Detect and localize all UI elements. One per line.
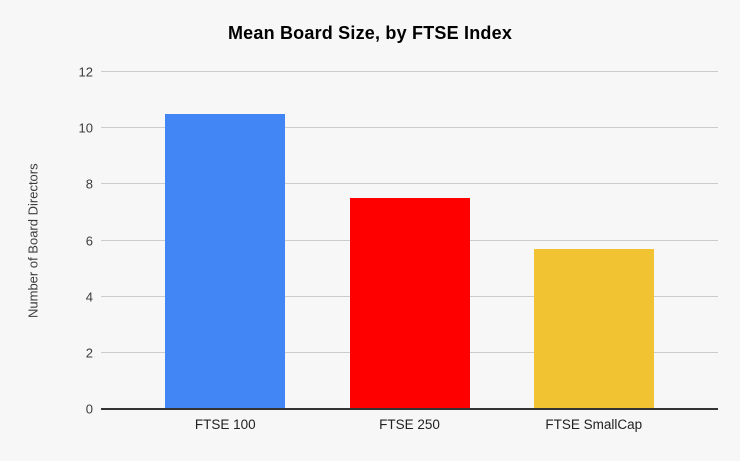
x-axis-labels: FTSE 100 FTSE 250 FTSE SmallCap: [101, 417, 718, 432]
bar-ftse-100: [165, 114, 286, 409]
chart-title: Mean Board Size, by FTSE Index: [227, 23, 513, 43]
y-tick-label-10: 10: [78, 120, 93, 136]
y-axis-title: Number of Board Directors: [25, 163, 41, 318]
plot-area: 0 2 4 6 8 10 12: [79, 65, 718, 417]
gridline-y-8: [101, 183, 718, 185]
x-axis-line: [101, 408, 718, 410]
bars-layer: [101, 72, 718, 409]
gridline-y-10: [101, 127, 718, 129]
y-tick-label-4: 4: [85, 289, 93, 305]
y-tick-label-2: 2: [85, 345, 93, 361]
x-category-label-ftse-smallcap: FTSE SmallCap: [545, 417, 643, 432]
y-tick-label-12: 12: [78, 64, 93, 80]
bar-ftse-smallcap: [533, 248, 654, 409]
bar-ftse-250: [349, 198, 470, 409]
y-tick-label-6: 6: [85, 233, 93, 248]
y-tick-label-0: 0: [85, 401, 93, 417]
y-tick-label-8: 8: [85, 176, 93, 192]
gridline-y-12: [101, 71, 718, 72]
x-category-label-ftse-100: FTSE 100: [194, 417, 256, 432]
x-category-label-ftse-250: FTSE 250: [379, 417, 440, 432]
